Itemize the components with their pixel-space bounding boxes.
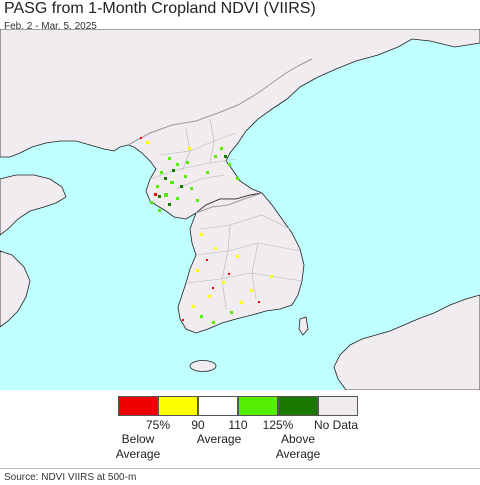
legend-tick-90: 90 <box>191 418 205 432</box>
ndvi-dots-green <box>150 147 239 324</box>
dmz-border <box>195 192 263 214</box>
map-canvas <box>0 29 480 390</box>
legend-swatch-no-data <box>318 396 358 416</box>
legend-tick-125: 125% <box>262 418 294 432</box>
nk-china-border <box>127 58 313 146</box>
legend-swatch-75-90 <box>158 396 198 416</box>
legend-swatch-above-125 <box>278 396 318 416</box>
china-coast <box>0 250 31 328</box>
shandong-peninsula <box>0 174 67 236</box>
legend: 75% 90 110 125% No Data Below Average Av… <box>0 390 480 468</box>
footer: Source: NDVI VIIRS at 500-m <box>0 468 480 485</box>
ndvi-dots-red <box>140 137 260 321</box>
legend-swatch-below-75 <box>118 396 158 416</box>
legend-tick-110: 110 <box>228 418 248 432</box>
jeju-island <box>189 360 217 372</box>
legend-tick-75: 75% <box>145 418 171 432</box>
legend-swatch-110-125 <box>238 396 278 416</box>
ndvi-dots-darkgreen <box>158 155 227 206</box>
legend-no-data-label: No Data <box>313 418 359 432</box>
legend-average: Average <box>196 432 242 446</box>
map-title: PASG from 1-Month Cropland NDVI (VIIRS) <box>4 0 316 17</box>
legend-below-average: Below Average <box>115 432 161 461</box>
date-range: Feb. 2 - Mar. 5, 2025 <box>4 21 97 32</box>
tsushima-island <box>298 316 309 336</box>
province-lines-nk <box>149 118 237 190</box>
source-note: Source: NDVI VIIRS at 500-m <box>4 472 137 483</box>
legend-above-average: Above Average <box>275 432 321 461</box>
japan-landmass <box>333 294 480 390</box>
province-lines-sk <box>187 214 303 310</box>
ndvi-dots-yellow <box>146 141 273 308</box>
legend-swatch-90-110 <box>198 396 238 416</box>
